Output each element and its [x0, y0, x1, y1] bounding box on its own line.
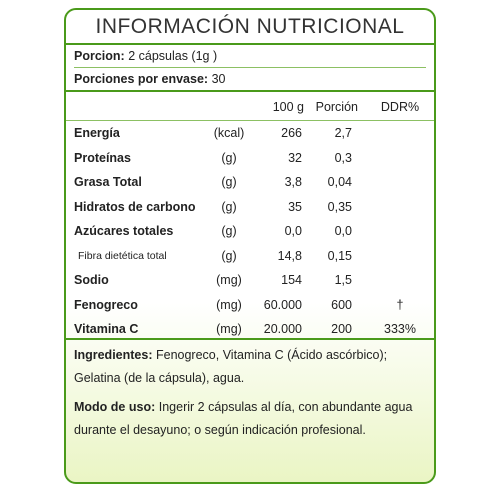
nutrient-name: Fenogreco — [74, 297, 138, 312]
nutrient-unit: (mg) — [216, 322, 242, 336]
nutrient-per-100g: 35 — [288, 199, 302, 214]
servings-per-package-value: 30 — [211, 72, 226, 86]
nutrient-name: Sodio — [74, 273, 109, 287]
nutrient-portion: 2,7 — [334, 126, 352, 140]
nutrient-name: Energía — [74, 126, 120, 140]
nutrient-portion: 0,04 — [327, 175, 352, 189]
usage-text: Ingerir 2 cápsulas al día, con abundante… — [74, 400, 413, 437]
nutrient-per-100g: 32 — [288, 150, 302, 165]
nutrient-per-100g: 0,0 — [284, 224, 302, 238]
servings-per-package-label: Porciones por envase: — [74, 72, 209, 86]
nutrient-unit: (kcal) — [213, 126, 245, 140]
nutrient-row: Fibra dietética total (g) 14,8 0,15 — [66, 244, 434, 269]
nutrient-row: Azúcares totales (g) 0,0 0,0 — [66, 219, 434, 244]
header-per-100g: 100 g — [272, 100, 304, 114]
servings-per-package-row: Porciones por envase: 30 — [74, 67, 426, 90]
nutrient-per-100g: 60.000 — [263, 297, 302, 312]
nutrient-unit: (mg) — [216, 273, 242, 287]
label-title: INFORMACIÓN NUTRICIONAL — [66, 10, 434, 45]
nutrient-name: Azúcares totales — [74, 224, 174, 238]
nutrient-row: Grasa Total (g) 3,8 0,04 — [66, 170, 434, 195]
nutrient-name: Hidratos de carbono — [74, 199, 196, 214]
serving-size-value: 2 cápsulas (1g ) — [128, 49, 218, 63]
nutrient-per-100g: 3,8 — [284, 175, 302, 189]
ingredients-paragraph: Ingredientes: Fenogreco, Vitamina C (Áci… — [74, 344, 426, 390]
nutrient-per-100g: 154 — [281, 273, 302, 287]
nutrient-row: Sodio (mg) 154 1,5 — [66, 268, 434, 293]
nutrient-portion: 0,15 — [327, 248, 352, 263]
nutrient-per-100g: 266 — [281, 126, 302, 140]
nutrient-name: Proteínas — [74, 150, 131, 165]
nutrition-label: INFORMACIÓN NUTRICIONAL Porcion: 2 cápsu… — [64, 8, 436, 484]
usage-label: Modo de uso: — [74, 400, 156, 414]
nutrient-row: Fenogreco (mg) 60.000 600 † — [66, 293, 434, 318]
nutrient-ddr: 333% — [384, 322, 416, 336]
serving-size-label: Porcion: — [74, 49, 125, 63]
nutrient-per-100g: 20.000 — [263, 322, 302, 336]
nutrient-name: Fibra dietética total — [78, 249, 167, 262]
nutrient-unit: (g) — [221, 199, 237, 214]
nutrient-unit: (g) — [221, 248, 237, 263]
serving-size-row: Porcion: 2 cápsulas (1g ) — [74, 45, 426, 67]
serving-info: Porcion: 2 cápsulas (1g ) Porciones por … — [66, 45, 434, 92]
table-header: 100 g Porción DDR% — [66, 92, 434, 121]
nutrient-per-100g: 14,8 — [277, 248, 302, 263]
header-portion: Porción — [315, 100, 358, 114]
nutrient-portion: 200 — [331, 322, 352, 336]
nutrient-row: Vitamina C (mg) 20.000 200 333% — [66, 317, 434, 342]
nutrient-name: Vitamina C — [74, 322, 139, 336]
nutrient-portion: 0,3 — [334, 150, 352, 165]
ingredients-text: Fenogreco, Vitamina C (Ácido ascórbico);… — [74, 348, 388, 385]
nutrient-unit: (g) — [221, 224, 237, 238]
nutrient-row: Energía (kcal) 266 2,7 — [66, 121, 434, 146]
nutrient-portion: 0,35 — [327, 199, 352, 214]
nutrient-ddr: † — [396, 297, 404, 312]
nutrient-portion: 0,0 — [334, 224, 352, 238]
usage-paragraph: Modo de uso: Ingerir 2 cápsulas al día, … — [74, 396, 426, 442]
nutrient-unit: (g) — [221, 175, 237, 189]
nutrient-unit: (mg) — [216, 297, 242, 312]
ingredients-label: Ingredientes: — [74, 348, 153, 362]
header-ddr: DDR% — [380, 100, 420, 114]
nutrient-portion: 600 — [331, 297, 352, 312]
nutrition-table: 100 g Porción DDR% Energía (kcal) 266 2,7 Pr… — [66, 92, 434, 340]
nutrient-portion: 1,5 — [334, 273, 352, 287]
nutrient-unit: (g) — [221, 150, 237, 165]
nutrient-name: Grasa Total — [74, 175, 142, 189]
nutrient-row: Proteínas (g) 32 0,3 — [66, 146, 434, 171]
nutrient-row: Hidratos de carbono (g) 35 0,35 — [66, 195, 434, 220]
ingredients-section: Ingredientes: Fenogreco, Vitamina C (Áci… — [66, 340, 434, 442]
